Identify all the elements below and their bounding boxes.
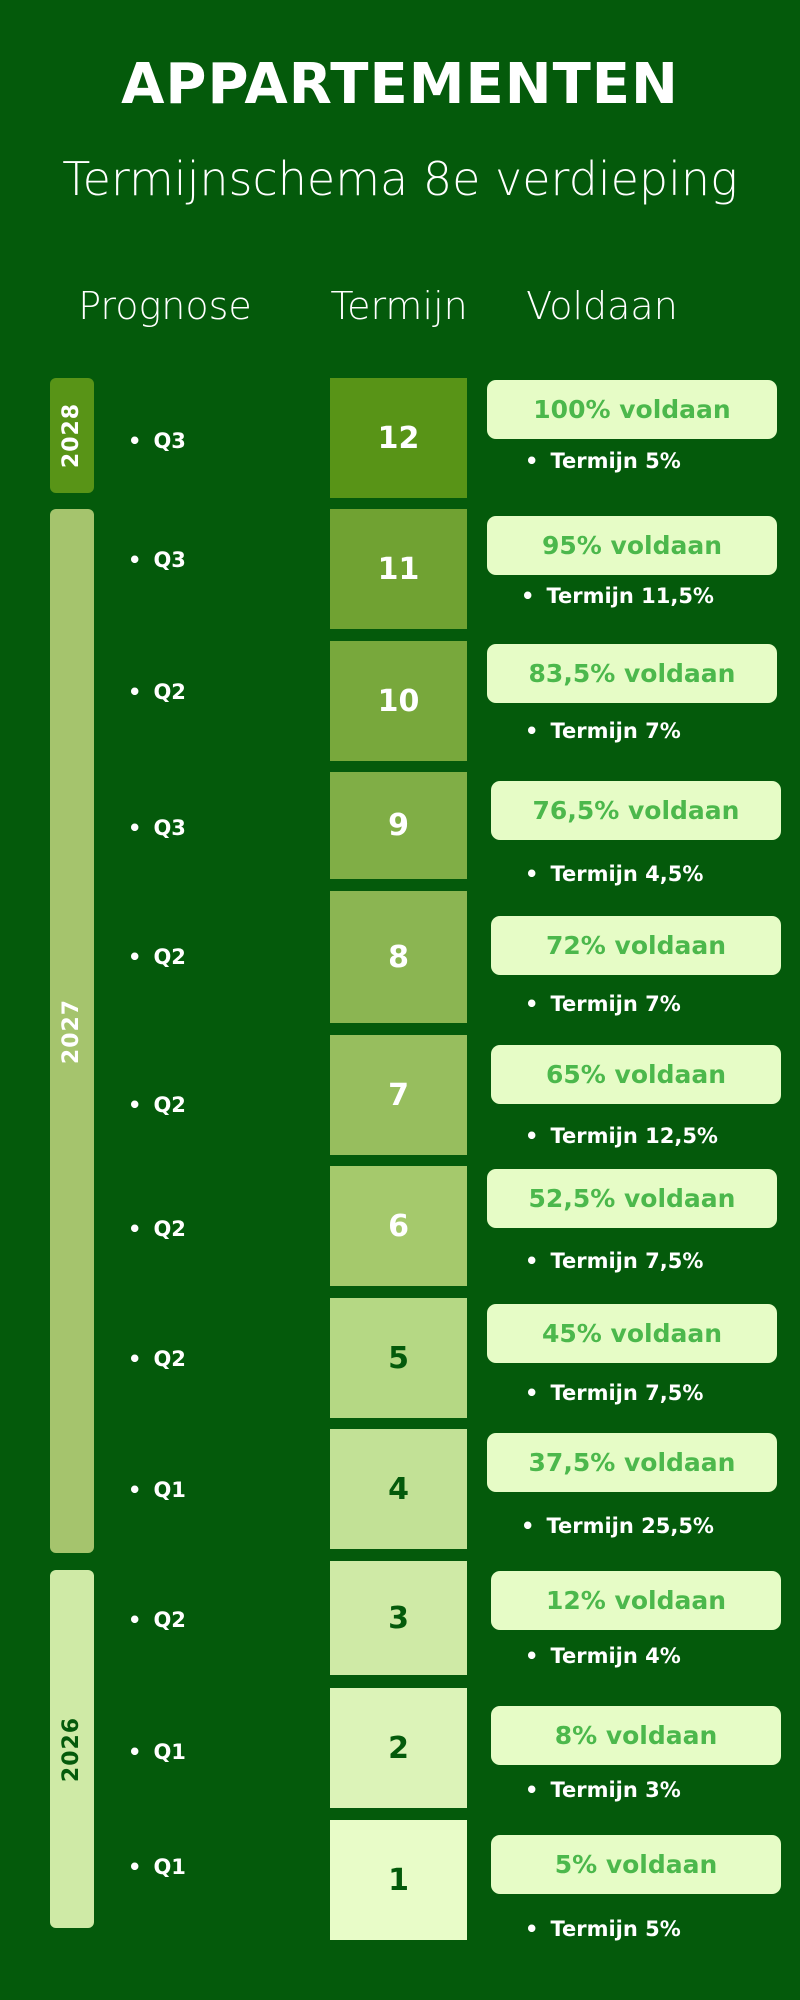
term-box-1: 1: [330, 1820, 467, 1940]
page-subtitle: Termijnschema 8e verdieping: [62, 152, 738, 206]
year-label: 2027: [59, 998, 85, 1064]
quarter-label: Q2: [128, 945, 185, 969]
term-box-10: 10: [330, 641, 467, 761]
quarter-label: Q1: [128, 1740, 185, 1764]
term-box-3: 3: [330, 1561, 467, 1675]
voldaan-badge: 95% voldaan: [487, 516, 777, 575]
term-box-7: 7: [330, 1035, 467, 1155]
quarter-label: Q2: [128, 1608, 185, 1632]
voldaan-badge: 100% voldaan: [487, 380, 777, 439]
termijn-percentage: Termijn 12,5%: [525, 1124, 718, 1148]
voldaan-badge: 37,5% voldaan: [487, 1433, 777, 1492]
termijn-percentage: Termijn 7%: [525, 719, 680, 743]
quarter-label: Q3: [128, 429, 185, 453]
termijn-percentage: Termijn 7%: [525, 992, 680, 1016]
termijn-percentage: Termijn 7,5%: [525, 1249, 703, 1273]
termijn-percentage: Termijn 11,5%: [521, 584, 714, 608]
term-box-12: 12: [330, 378, 467, 498]
termijn-percentage: Termijn 4,5%: [525, 862, 703, 886]
term-box-4: 4: [330, 1429, 467, 1549]
year-bar-2026: 2026: [50, 1570, 94, 1928]
year-label: 2028: [59, 402, 85, 469]
quarter-label: Q2: [128, 1093, 185, 1117]
termijn-percentage: Termijn 4%: [525, 1644, 680, 1668]
quarter-label: Q2: [128, 680, 185, 704]
term-box-9: 9: [330, 772, 467, 879]
quarter-label: Q1: [128, 1478, 185, 1502]
quarter-label: Q1: [128, 1855, 185, 1879]
quarter-label: Q2: [128, 1217, 185, 1241]
termijn-percentage: Termijn 5%: [525, 449, 680, 473]
voldaan-badge: 8% voldaan: [491, 1706, 781, 1765]
term-box-2: 2: [330, 1688, 467, 1808]
quarter-label: Q3: [128, 816, 185, 840]
voldaan-badge: 45% voldaan: [487, 1304, 777, 1363]
termijn-percentage: Termijn 3%: [525, 1778, 680, 1802]
column-header-prognose: Prognose: [78, 284, 252, 328]
term-box-8: 8: [330, 891, 467, 1023]
voldaan-badge: 76,5% voldaan: [491, 781, 781, 840]
quarter-label: Q3: [128, 548, 185, 572]
voldaan-badge: 83,5% voldaan: [487, 644, 777, 703]
voldaan-badge: 52,5% voldaan: [487, 1169, 777, 1228]
voldaan-badge: 65% voldaan: [491, 1045, 781, 1104]
term-box-5: 5: [330, 1298, 467, 1418]
voldaan-badge: 12% voldaan: [491, 1571, 781, 1630]
termijn-percentage: Termijn 7,5%: [525, 1381, 703, 1405]
column-header-voldaan: Voldaan: [526, 284, 678, 328]
year-bar-2028: 2028: [50, 378, 94, 493]
voldaan-badge: 72% voldaan: [491, 916, 781, 975]
termijn-percentage: Termijn 5%: [525, 1917, 680, 1941]
quarter-label: Q2: [128, 1347, 185, 1371]
term-box-6: 6: [330, 1166, 467, 1286]
year-bar-2027: 2027: [50, 509, 94, 1553]
term-box-11: 11: [330, 509, 467, 629]
page-title: APPARTEMENTEN: [121, 52, 679, 117]
column-header-termijn: Termijn: [330, 284, 468, 328]
termijn-percentage: Termijn 25,5%: [521, 1514, 714, 1538]
year-label: 2026: [59, 1716, 85, 1782]
voldaan-badge: 5% voldaan: [491, 1835, 781, 1894]
